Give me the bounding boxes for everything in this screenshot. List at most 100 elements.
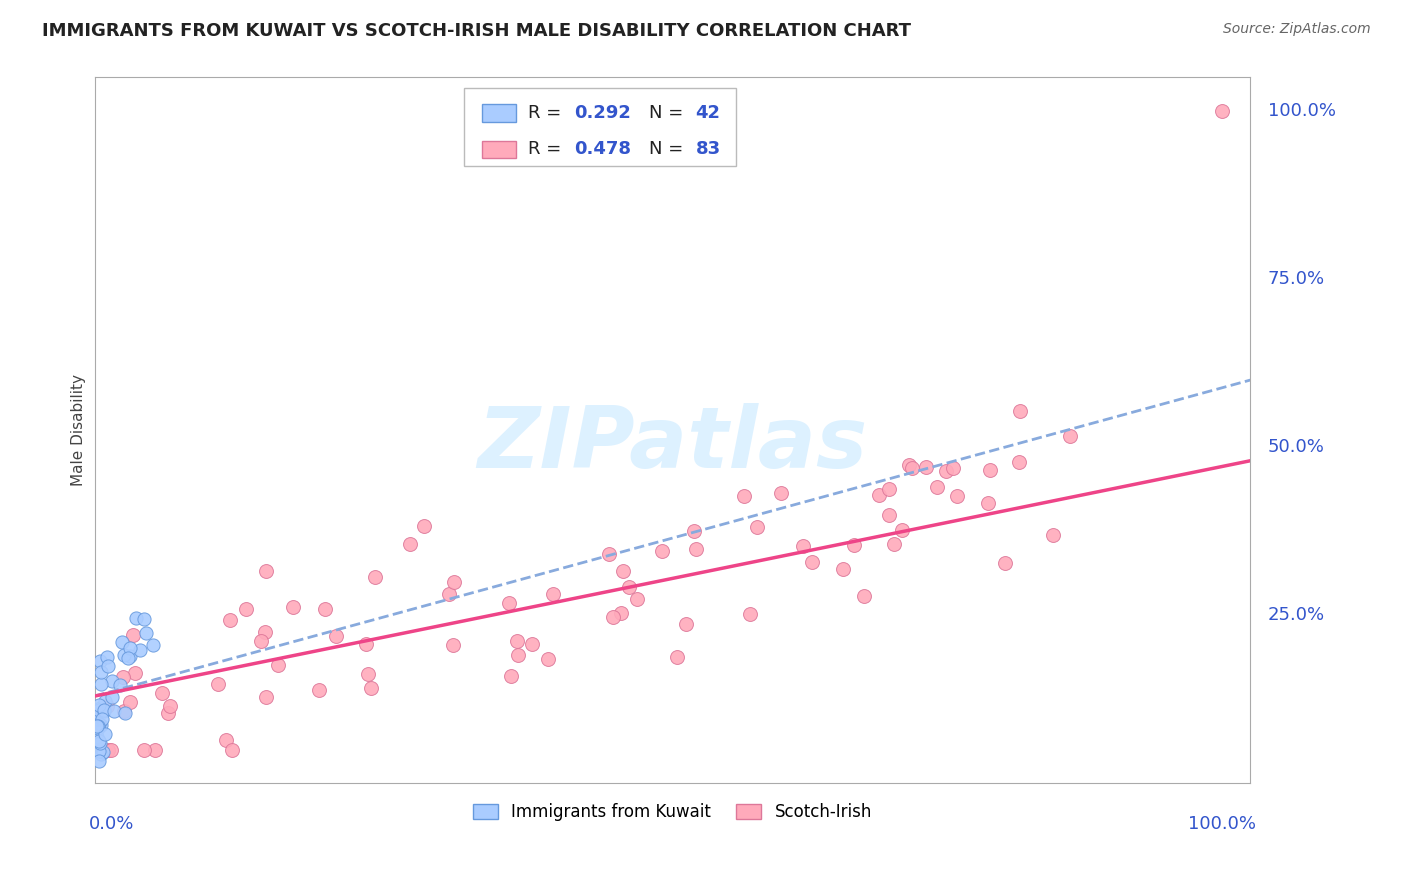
Point	[135, 626, 157, 640]
FancyBboxPatch shape	[464, 88, 737, 166]
Point	[520, 637, 543, 651]
Text: ZIPatlas: ZIPatlas	[478, 403, 868, 486]
Point	[1010, 403, 1032, 417]
Point	[96, 699, 118, 714]
Point	[114, 706, 136, 720]
Point	[112, 704, 135, 718]
Point	[443, 575, 465, 590]
Point	[207, 676, 229, 690]
Point	[84, 712, 107, 726]
Point	[101, 673, 124, 688]
Point	[87, 744, 110, 758]
Point	[91, 745, 114, 759]
Point	[499, 669, 522, 683]
Point	[1059, 429, 1081, 443]
Point	[117, 650, 139, 665]
Point	[900, 460, 922, 475]
Point	[354, 637, 377, 651]
Point	[609, 606, 631, 620]
Point	[221, 743, 243, 757]
Text: N =: N =	[650, 140, 689, 159]
Point	[792, 539, 814, 553]
Point	[879, 482, 901, 496]
Point	[598, 548, 620, 562]
Text: 0.0%: 0.0%	[89, 815, 134, 833]
Point	[506, 633, 529, 648]
Point	[413, 519, 436, 533]
Point	[129, 643, 152, 657]
Point	[97, 743, 120, 757]
Point	[498, 596, 520, 610]
Point	[152, 686, 174, 700]
Point	[1008, 455, 1031, 469]
Point	[942, 461, 965, 475]
Point	[156, 706, 179, 721]
Point	[1211, 104, 1233, 119]
Point	[89, 654, 111, 668]
Point	[93, 727, 115, 741]
Point	[891, 524, 914, 538]
Point	[125, 610, 148, 624]
FancyBboxPatch shape	[482, 103, 516, 121]
Point	[977, 496, 1000, 510]
Point	[90, 677, 112, 691]
Point	[665, 650, 688, 665]
Point	[266, 657, 288, 672]
Text: N =: N =	[650, 103, 689, 121]
Point	[868, 488, 890, 502]
Point	[879, 508, 901, 522]
Point	[86, 731, 108, 745]
Point	[89, 736, 111, 750]
Point	[308, 683, 330, 698]
Point	[853, 590, 876, 604]
Point	[103, 704, 125, 718]
Point	[883, 537, 905, 551]
Point	[101, 690, 124, 704]
Point	[89, 700, 111, 714]
Point	[83, 707, 105, 722]
Point	[250, 634, 273, 648]
Point	[602, 609, 624, 624]
Point	[90, 747, 112, 761]
Point	[100, 743, 122, 757]
Point	[683, 524, 706, 538]
Point	[87, 698, 110, 712]
Point	[927, 480, 949, 494]
Point	[120, 695, 142, 709]
Point	[86, 719, 108, 733]
Point	[122, 628, 145, 642]
Point	[124, 665, 146, 680]
Point	[915, 460, 938, 475]
Point	[93, 694, 115, 708]
Point	[218, 613, 240, 627]
Point	[357, 666, 380, 681]
Point	[96, 649, 118, 664]
Point	[945, 490, 967, 504]
Point	[738, 607, 761, 621]
Point	[254, 690, 277, 704]
Point	[769, 486, 792, 500]
Text: 100.0%: 100.0%	[1268, 102, 1336, 120]
Point	[842, 538, 865, 552]
Text: 75.0%: 75.0%	[1268, 270, 1324, 288]
Point	[979, 463, 1001, 477]
Point	[91, 713, 114, 727]
Point	[747, 520, 769, 534]
Text: 0.292: 0.292	[574, 103, 631, 121]
Point	[283, 600, 305, 615]
Point	[142, 638, 165, 652]
Text: R =: R =	[529, 140, 567, 159]
Point	[87, 717, 110, 731]
Text: 25.0%: 25.0%	[1268, 607, 1324, 624]
Point	[325, 629, 347, 643]
Point	[537, 652, 560, 666]
Text: 100.0%: 100.0%	[1188, 815, 1256, 833]
Point	[675, 616, 697, 631]
Point	[626, 591, 648, 606]
Point	[86, 718, 108, 732]
Point	[86, 721, 108, 735]
Point	[800, 555, 823, 569]
Point	[93, 703, 115, 717]
Point	[733, 489, 755, 503]
Text: 83: 83	[696, 140, 721, 159]
